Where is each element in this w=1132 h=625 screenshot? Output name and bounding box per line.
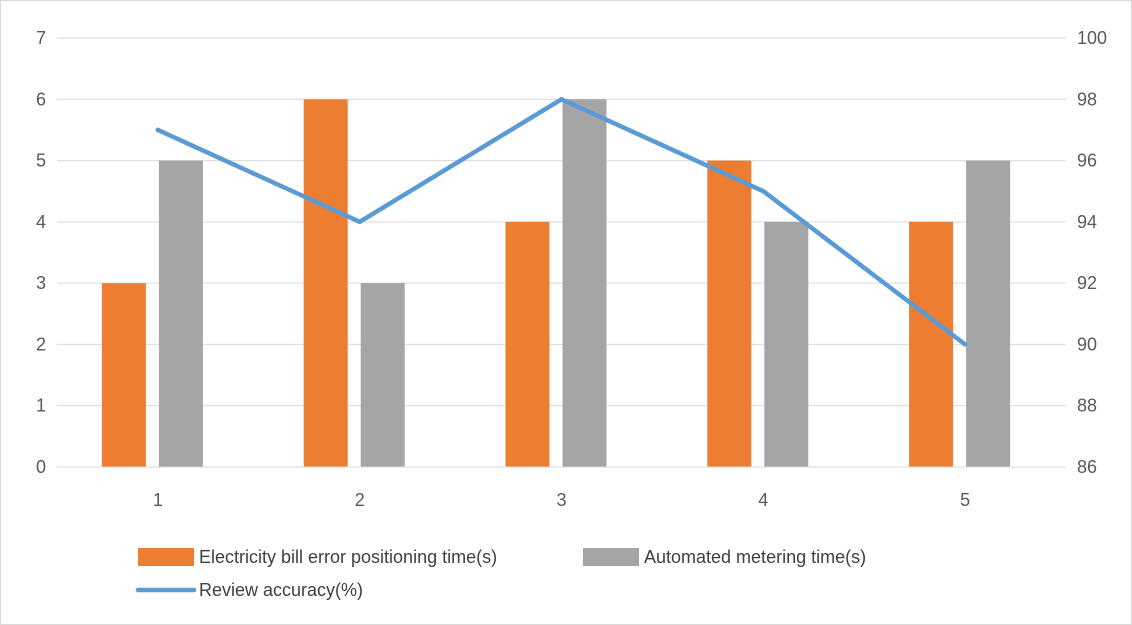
y-left-tick-label: 4 [36, 212, 46, 232]
line-point [761, 188, 766, 194]
x-tick-label: 3 [556, 490, 566, 510]
legend-label: Electricity bill error positioning time(… [199, 547, 497, 567]
legend: Electricity bill error positioning time(… [135, 547, 866, 600]
y-right-tick-label: 86 [1077, 457, 1097, 477]
y-right-tick-label: 98 [1077, 89, 1097, 109]
y-right-tick-label: 94 [1077, 212, 1097, 232]
y-left-tick-label: 0 [36, 457, 46, 477]
x-tick-label: 2 [355, 490, 365, 510]
line-series [155, 97, 968, 347]
y-right-tick-label: 88 [1077, 396, 1097, 416]
y-right-tick-label: 100 [1077, 28, 1107, 48]
y-right-tick-label: 92 [1077, 273, 1097, 293]
line-point [155, 127, 161, 133]
line-point [962, 342, 968, 347]
bar [966, 160, 1011, 468]
legend-label: Automated metering time(s) [644, 547, 866, 567]
bar [505, 221, 550, 467]
bar-series [101, 99, 1011, 468]
y-left-tick-label: 6 [36, 89, 46, 109]
y-right-tick-label: 96 [1077, 151, 1097, 171]
x-tick-label: 5 [960, 490, 970, 510]
x-tick-label: 4 [758, 490, 768, 510]
bar [909, 221, 954, 467]
x-tick-label: 1 [153, 490, 163, 510]
bar [707, 160, 752, 468]
y-right-tick-label: 90 [1077, 334, 1097, 354]
bar [562, 99, 607, 468]
y-left-tick-label: 7 [36, 28, 46, 48]
y-left-tick-label: 2 [36, 334, 46, 354]
y-left-tick-label: 3 [36, 273, 46, 293]
bar [303, 99, 348, 468]
bar [360, 283, 405, 467]
y-left-tick-label: 5 [36, 151, 46, 171]
legend-swatch [583, 548, 639, 566]
legend-label: Review accuracy(%) [199, 580, 363, 600]
bar [158, 160, 203, 468]
y-left-tick-label: 1 [36, 396, 46, 416]
line-point [559, 97, 564, 102]
legend-swatch [138, 548, 194, 566]
tick-labels: 0 1 2 3 4 5 6 7 86 88 90 92 94 96 98 100 1 2 3 4 5 [36, 28, 1107, 510]
bar [764, 221, 809, 467]
line-point [357, 219, 362, 225]
bar [101, 283, 146, 467]
